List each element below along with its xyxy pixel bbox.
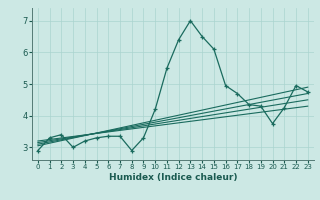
- X-axis label: Humidex (Indice chaleur): Humidex (Indice chaleur): [108, 173, 237, 182]
